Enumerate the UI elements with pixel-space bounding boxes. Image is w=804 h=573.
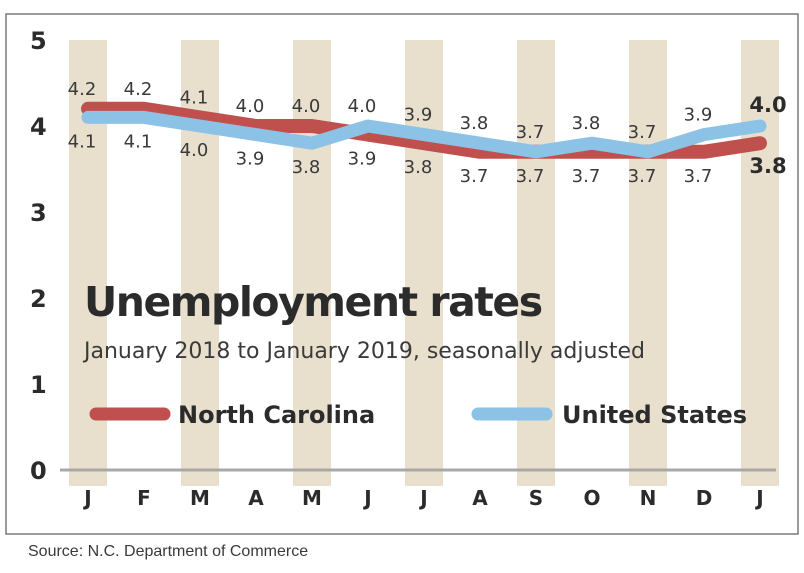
data-label: 4.2 xyxy=(124,79,153,100)
y-tick-label: 2 xyxy=(30,285,47,313)
legend-label-north-carolina: North Carolina xyxy=(178,401,375,429)
data-label: 3.8 xyxy=(749,154,786,178)
x-tick-label: A xyxy=(248,486,264,510)
x-tick-label: J xyxy=(418,486,427,510)
data-label: 3.9 xyxy=(348,149,377,170)
y-tick-label: 1 xyxy=(30,371,47,399)
x-tick-label: F xyxy=(137,486,151,510)
data-label: 3.8 xyxy=(460,113,489,134)
source-note: Source: N.C. Department of Commerce xyxy=(28,543,308,560)
data-label: 4.0 xyxy=(236,96,265,117)
data-label: 4.2 xyxy=(68,79,97,100)
data-label: 3.8 xyxy=(404,157,433,178)
x-tick-label: M xyxy=(302,486,322,510)
x-tick-label: J xyxy=(754,486,763,510)
data-label: 4.0 xyxy=(292,96,321,117)
legend-label-united-states: United States xyxy=(562,401,747,429)
data-label: 3.9 xyxy=(404,105,433,126)
y-tick-label: 3 xyxy=(30,199,47,227)
x-tick-label: S xyxy=(529,486,543,510)
data-label: 4.0 xyxy=(180,140,209,161)
x-tick-label: D xyxy=(696,486,713,510)
chart-subtitle: January 2018 to January 2019, seasonally… xyxy=(82,339,645,364)
data-label: 3.9 xyxy=(236,149,265,170)
chart-title: Unemployment rates xyxy=(84,278,542,326)
y-axis: 5 4 3 2 1 0 xyxy=(30,27,47,485)
data-label: 3.7 xyxy=(460,166,489,187)
x-tick-label: J xyxy=(362,486,371,510)
y-tick-label: 4 xyxy=(30,113,47,141)
data-label: 3.7 xyxy=(572,166,601,187)
data-label: 4.0 xyxy=(348,96,377,117)
data-label: 3.7 xyxy=(684,166,713,187)
x-tick-label: N xyxy=(640,486,657,510)
data-label: 3.7 xyxy=(516,166,545,187)
data-label: 3.7 xyxy=(628,122,657,143)
data-label: 3.8 xyxy=(572,113,601,134)
data-label: 3.8 xyxy=(292,157,321,178)
data-label: 4.1 xyxy=(124,131,153,152)
data-label: 3.7 xyxy=(516,122,545,143)
data-label: 4.1 xyxy=(68,131,97,152)
y-tick-label: 0 xyxy=(30,457,47,485)
x-tick-label: O xyxy=(583,486,600,510)
y-tick-label: 5 xyxy=(30,27,47,55)
data-label: 4.0 xyxy=(749,93,786,117)
data-label: 3.9 xyxy=(684,105,713,126)
x-tick-label: A xyxy=(472,486,488,510)
data-label: 4.1 xyxy=(180,87,209,108)
x-tick-label: J xyxy=(82,486,91,510)
x-tick-label: M xyxy=(190,486,210,510)
data-label: 3.7 xyxy=(628,166,657,187)
